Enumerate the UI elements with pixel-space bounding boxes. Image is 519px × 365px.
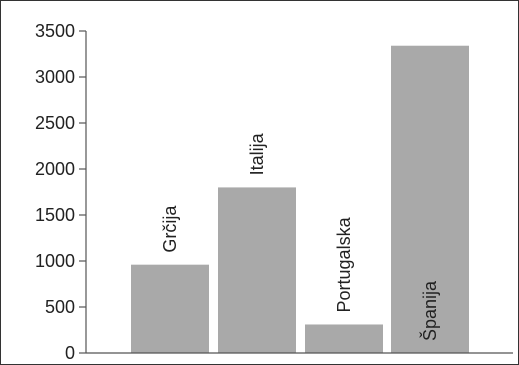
- category-label: Španija: [419, 280, 440, 341]
- y-tick-label: 1500: [35, 205, 75, 225]
- y-axis: 0 500 1000 1500 2000 2500 3000 3500: [35, 21, 86, 363]
- bar: [305, 324, 383, 353]
- y-tick-label: 2000: [35, 159, 75, 179]
- y-tick-label: 1000: [35, 251, 75, 271]
- bar: [131, 264, 209, 353]
- y-tick-label: 3500: [35, 21, 75, 41]
- bar: [218, 187, 296, 353]
- bars: [131, 45, 469, 353]
- category-label: Italija: [247, 132, 267, 175]
- y-tick-label: 500: [45, 297, 75, 317]
- y-tick-label: 0: [65, 343, 75, 363]
- category-label: Grčija: [160, 205, 180, 253]
- category-label: Portugalska: [334, 216, 354, 312]
- category-labels: Grčija Italija Portugalska Španija: [160, 132, 440, 341]
- y-tick-label: 3000: [35, 67, 75, 87]
- bar: [391, 45, 469, 353]
- y-tick-label: 2500: [35, 113, 75, 133]
